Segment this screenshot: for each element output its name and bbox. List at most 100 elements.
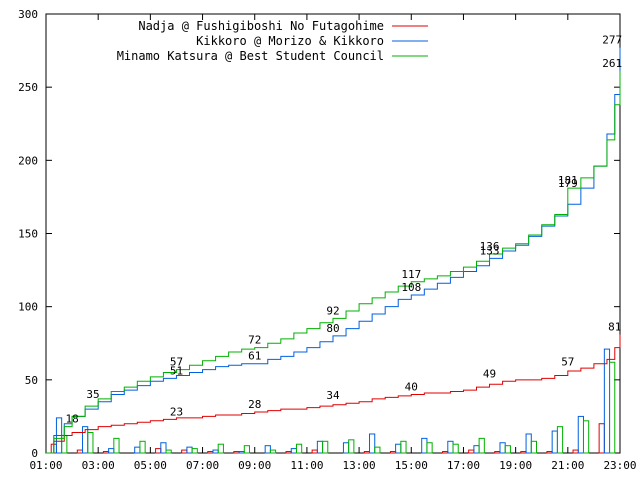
x-tick-label: 21:00	[551, 459, 584, 472]
data-label: 57	[170, 356, 183, 369]
hourly-bar	[217, 443, 224, 454]
x-tick-label: 13:00	[343, 459, 376, 472]
hourly-bar	[447, 440, 454, 454]
hourly-bar	[468, 449, 475, 454]
data-label: 179	[558, 177, 578, 190]
cumulative-series-line	[46, 71, 621, 454]
data-label: 133	[480, 244, 500, 257]
hourly-bar	[269, 449, 277, 454]
data-label: 92	[326, 304, 339, 317]
y-tick-label: 250	[18, 81, 38, 94]
x-tick-label: 03:00	[82, 459, 115, 472]
y-tick-label: 0	[31, 447, 38, 460]
y-tick-label: 50	[25, 374, 38, 387]
hourly-bar	[400, 440, 407, 454]
hourly-bar	[290, 448, 297, 454]
hourly-bar	[322, 440, 329, 454]
data-label: 181	[558, 174, 578, 187]
data-label: 51	[170, 364, 183, 377]
hourly-bar	[389, 451, 397, 454]
data-label: 57	[561, 356, 574, 369]
hourly-bar	[572, 449, 579, 454]
hourly-bar	[374, 446, 381, 454]
x-tick-label: 01:00	[29, 459, 62, 472]
x-tick-label: 11:00	[290, 459, 323, 472]
data-label: 18	[65, 413, 78, 426]
x-tick-label: 17:00	[447, 459, 480, 472]
x-tick-label: 19:00	[499, 459, 532, 472]
x-tick-label: 15:00	[395, 459, 428, 472]
y-tick-label: 100	[18, 301, 38, 314]
hourly-bar	[186, 446, 193, 454]
data-label: 34	[326, 389, 340, 402]
hourly-bar	[238, 451, 245, 454]
hourly-bar	[556, 426, 564, 454]
x-tick-label: 09:00	[238, 459, 271, 472]
x-tick-label: 05:00	[134, 459, 167, 472]
hourly-bar	[442, 451, 449, 454]
hourly-bar	[499, 442, 506, 454]
hourly-bar	[530, 440, 538, 454]
cumulative-series-line	[46, 47, 621, 454]
hourly-bar	[76, 449, 84, 454]
hourly-bar	[342, 442, 350, 454]
hourly-bar	[609, 361, 616, 454]
data-label: 117	[401, 268, 421, 281]
hourly-bar	[139, 440, 146, 454]
legend-label: Nadja @ Fushigiboshi No Futagohime	[138, 19, 384, 33]
hourly-bar	[421, 437, 428, 454]
x-tick-label: 23:00	[603, 459, 636, 472]
data-label: 35	[86, 388, 99, 401]
data-label: 108	[401, 281, 421, 294]
data-label: 49	[483, 367, 496, 380]
hourly-bar	[295, 443, 303, 454]
hourly-bar	[165, 449, 172, 454]
data-label: 136	[480, 240, 500, 253]
hourly-bar	[478, 437, 485, 454]
hourly-bar	[551, 430, 558, 454]
data-label: 23	[170, 405, 183, 418]
hourly-bar	[598, 423, 605, 454]
hourly-bar	[108, 448, 115, 454]
hourly-bar	[452, 443, 459, 454]
hourly-bar	[348, 439, 355, 454]
hourly-bar	[504, 445, 511, 454]
hourly-bar	[233, 451, 240, 454]
hourly-bar	[395, 443, 402, 454]
legend-label: Minamo Katsura @ Best Student Council	[117, 49, 384, 63]
hourly-bar	[191, 448, 198, 454]
data-label: 277	[602, 34, 622, 47]
hourly-bar	[525, 433, 532, 454]
x-tick-label: 07:00	[186, 459, 219, 472]
hourly-bar	[212, 449, 219, 454]
data-label: 80	[326, 322, 339, 335]
legend-label: Kikkoro @ Morizo & Kikkoro	[196, 34, 384, 48]
hourly-bar	[243, 445, 251, 454]
hourly-bar	[494, 451, 501, 454]
hourly-bar	[113, 437, 120, 454]
cumulative-series-line	[46, 334, 621, 454]
hourly-bar	[363, 451, 371, 454]
y-tick-label: 150	[18, 228, 38, 241]
hourly-bar	[311, 449, 318, 454]
hourly-bar	[473, 445, 480, 454]
data-label: 40	[405, 380, 418, 393]
hourly-bar	[426, 442, 433, 454]
y-tick-label: 300	[18, 8, 38, 21]
hourly-bar	[582, 420, 590, 454]
hourly-bar	[160, 442, 167, 454]
data-label: 61	[248, 350, 261, 363]
hourly-bar	[577, 415, 584, 454]
hourly-bar	[316, 440, 324, 454]
hourly-bar	[207, 451, 214, 454]
hourly-bar	[603, 348, 611, 454]
hourly-bar	[155, 448, 162, 454]
hourly-bar	[181, 449, 188, 454]
data-label: 72	[248, 334, 261, 347]
hourly-bar	[546, 451, 553, 454]
hourly-bar	[87, 432, 94, 454]
data-label: 81	[608, 320, 621, 333]
hourly-bar	[369, 433, 376, 454]
